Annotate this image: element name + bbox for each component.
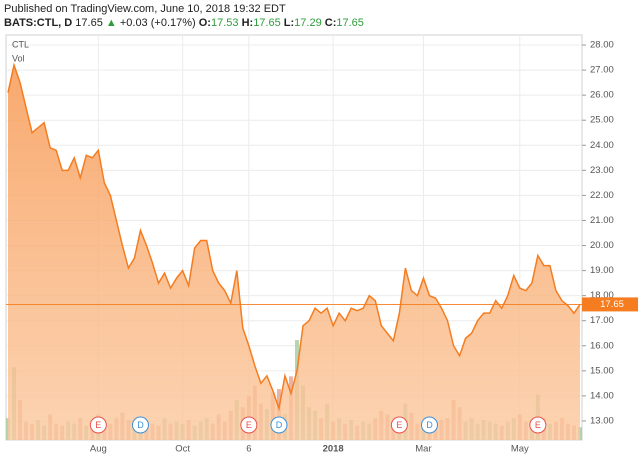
- event-label: D: [426, 420, 433, 430]
- x-tick-label: Mar: [415, 444, 431, 455]
- x-tick-label: May: [511, 444, 529, 455]
- arrow: ▲: [105, 17, 117, 29]
- event-marker: [89, 416, 107, 434]
- event-marker: [131, 416, 149, 434]
- event-label: E: [95, 420, 101, 430]
- y-tick-label: 15.00: [590, 365, 614, 376]
- x-tick-label: 6: [246, 444, 251, 455]
- published: Published on TradingView.com, June 10, 2…: [4, 3, 286, 15]
- y-tick-label: 13.00: [590, 415, 614, 426]
- event-marker: [390, 416, 408, 434]
- y-tick-label: 18.00: [590, 290, 614, 301]
- event-marker: [529, 416, 547, 434]
- y-tick-label: 21.00: [590, 215, 614, 226]
- price-line: [7, 62, 581, 412]
- x-tick-label: Oct: [175, 444, 190, 455]
- close: 17.65: [336, 17, 364, 29]
- event-label: E: [246, 420, 252, 430]
- event-marker: [240, 416, 258, 434]
- y-tick-label: 25.00: [590, 115, 614, 126]
- low: 17.29: [294, 17, 322, 29]
- y-tick-label: 23.00: [590, 165, 614, 176]
- y-tick-label: 22.00: [590, 190, 614, 201]
- quote-line: BATS:CTL, D 17.65 ▲ +0.03 (+0.17%) O:17.…: [4, 16, 364, 30]
- header: Published on TradingView.com, June 10, 2…: [4, 2, 364, 30]
- event-marker: [420, 416, 438, 434]
- change: +0.03 (+0.17%): [119, 17, 196, 29]
- low-label: L:: [283, 17, 295, 29]
- legend-symbol: CTL: [12, 39, 29, 49]
- y-tick-label: 27.00: [590, 65, 614, 76]
- y-tick-label: 17.00: [590, 315, 614, 326]
- close-label: C:: [324, 17, 337, 29]
- y-tick-label: 24.00: [590, 140, 614, 151]
- open: 17.53: [210, 17, 239, 29]
- event-label: D: [137, 420, 144, 430]
- event-marker: [270, 416, 288, 434]
- y-tick-label: 16.00: [590, 340, 614, 351]
- symbol: BATS:CTL, D: [4, 17, 73, 29]
- y-tick-label: 20.00: [590, 240, 614, 251]
- last-price-box: [582, 297, 638, 312]
- event-label: E: [396, 420, 402, 430]
- legend-volume: Vol: [12, 53, 25, 63]
- area-fill: [8, 65, 580, 441]
- x-tick-label: 2018: [323, 444, 344, 455]
- event-label: D: [276, 420, 283, 430]
- high: 17.65: [253, 17, 281, 29]
- x-tick-label: Aug: [90, 444, 107, 455]
- last-price-label: 17.65: [600, 299, 624, 310]
- open-label: O:: [198, 17, 211, 29]
- price: 17.65: [75, 17, 103, 29]
- y-tick-label: 28.00: [590, 40, 614, 51]
- high-label: H:: [241, 17, 254, 29]
- y-tick-label: 26.00: [590, 90, 614, 101]
- event-label: E: [535, 420, 541, 430]
- y-tick-label: 14.00: [590, 390, 614, 401]
- y-tick-label: 19.00: [590, 265, 614, 276]
